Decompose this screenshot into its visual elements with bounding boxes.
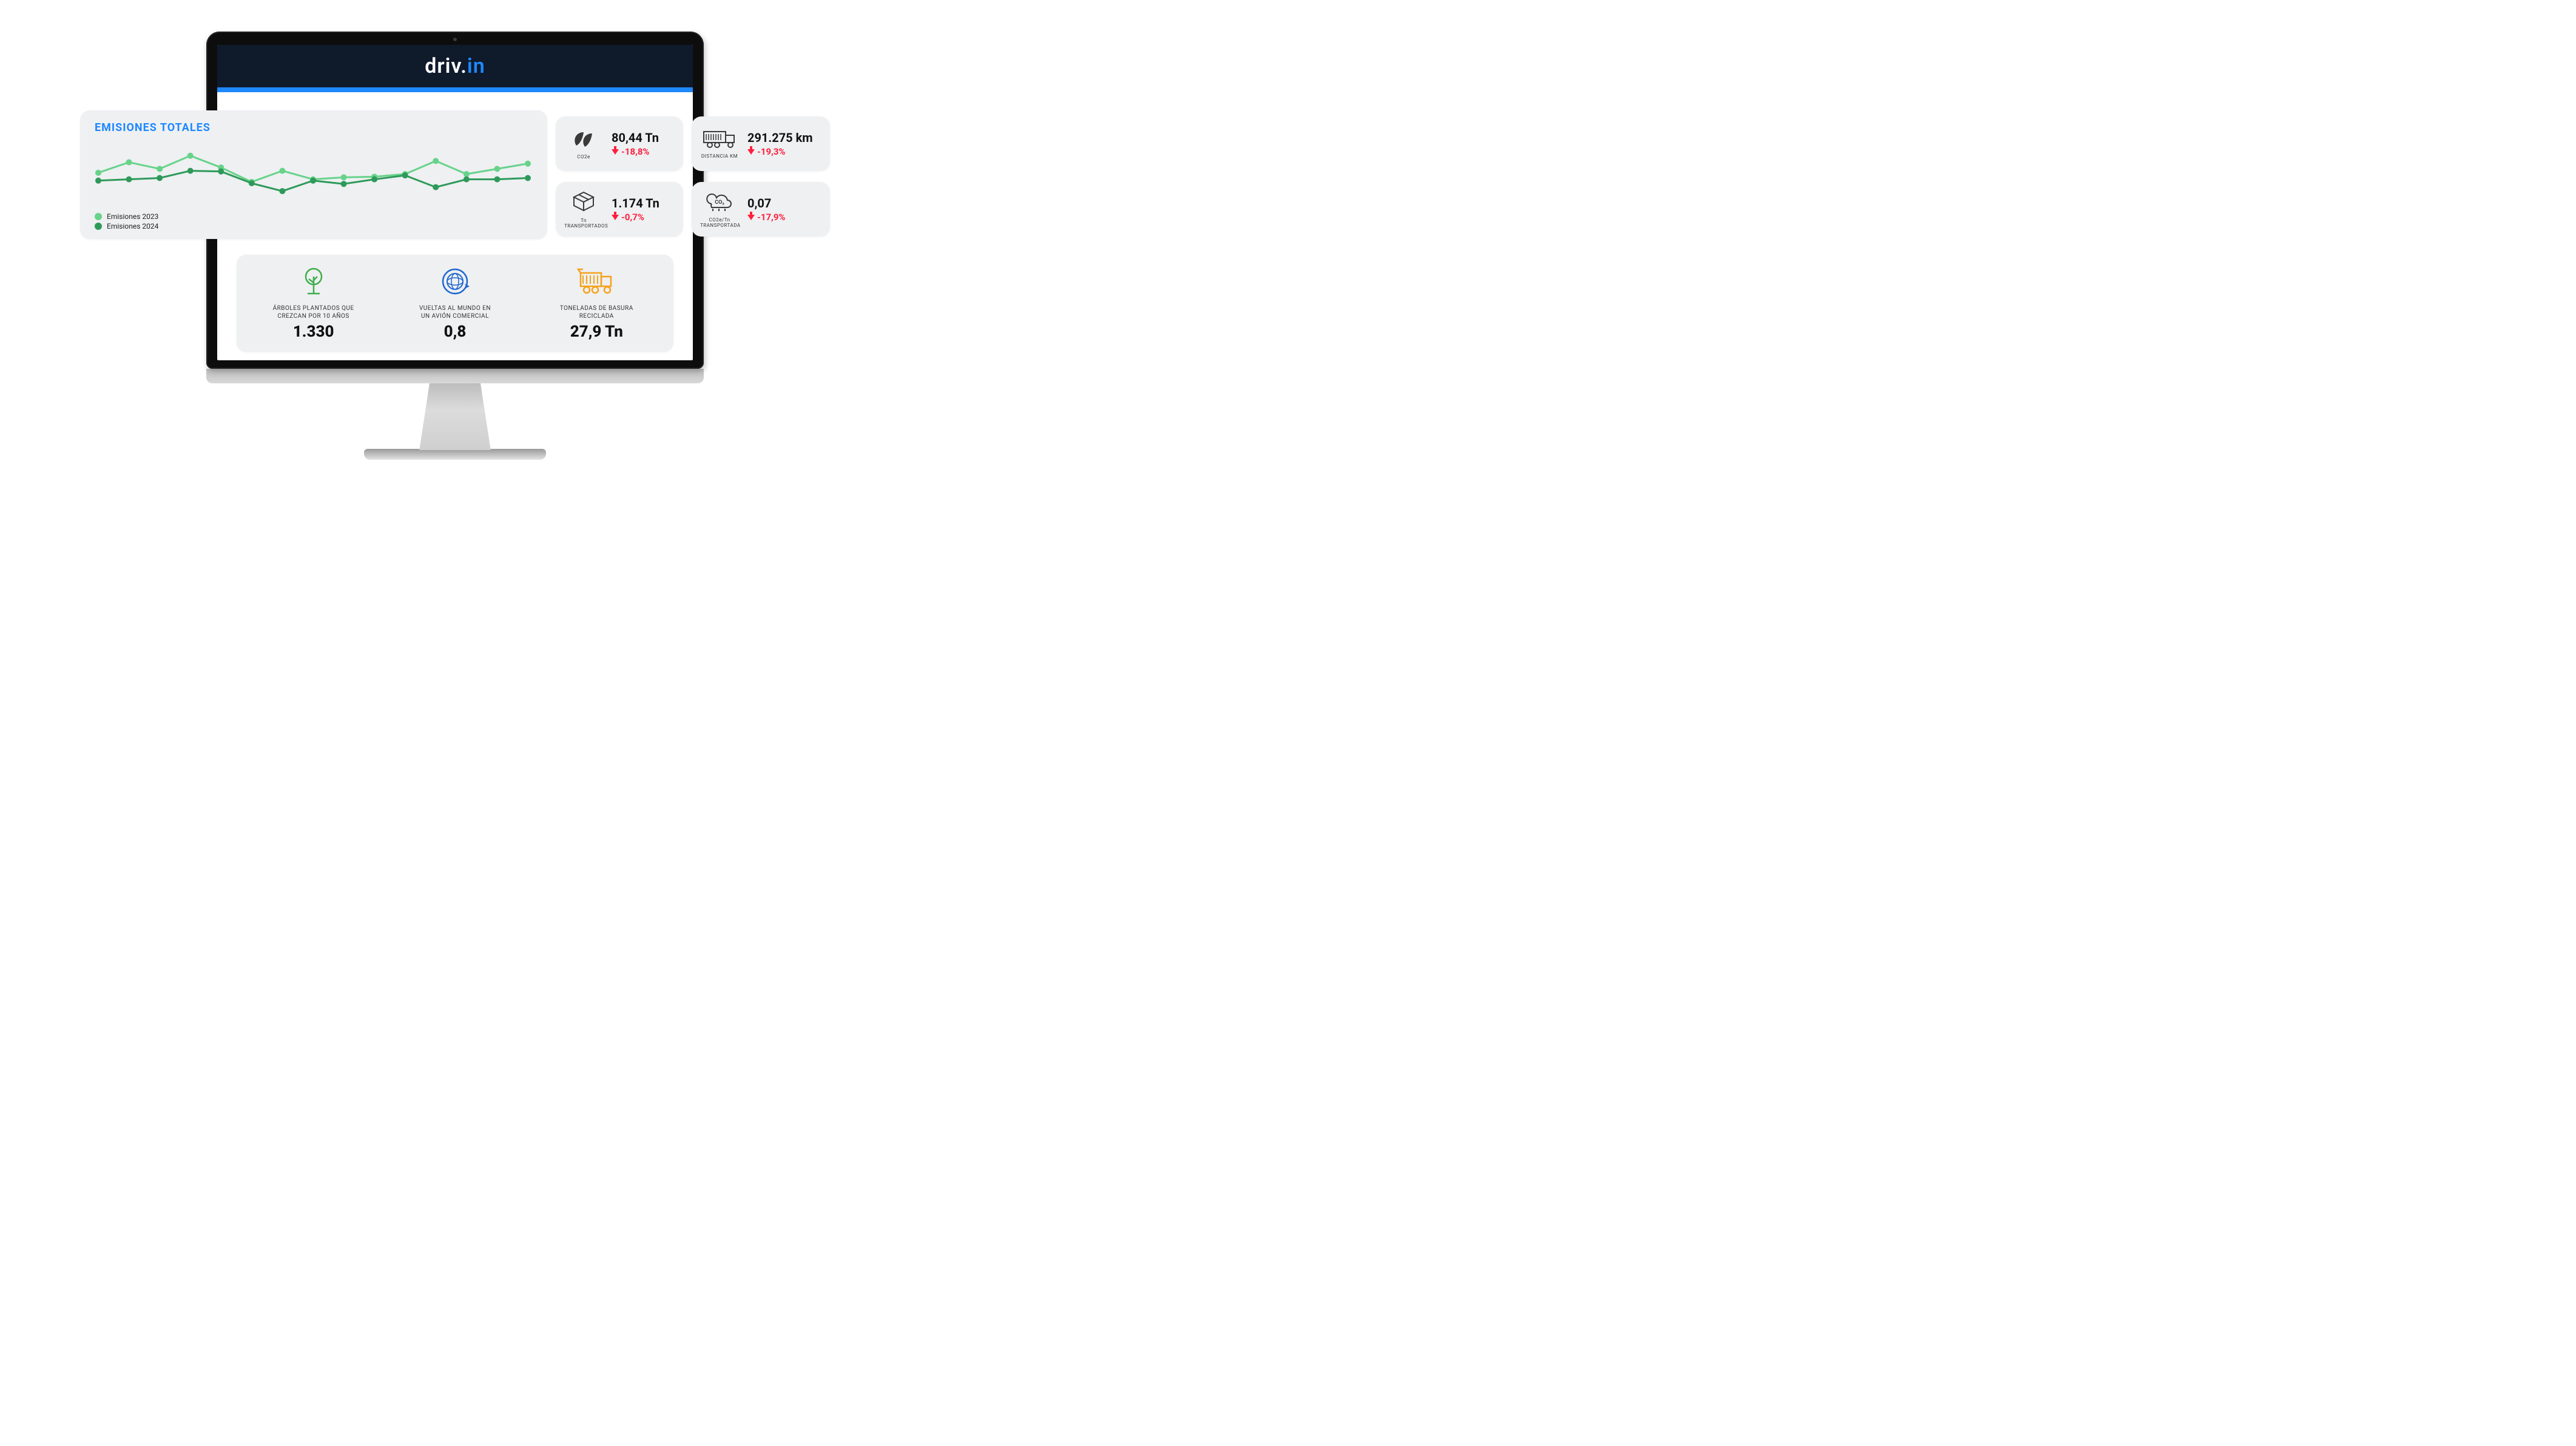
legend-dot-icon — [95, 223, 102, 230]
kpi-card-distance: DISTANCIA KM 291.275 km -19,3% — [692, 116, 830, 171]
kpi-card-transported: Tn TRANSPORTADOS 1.174 Tn -0,7% — [556, 182, 683, 237]
chart-area — [95, 138, 533, 210]
arrow-down-icon — [747, 215, 755, 220]
kpi-delta: -17,9% — [747, 212, 821, 223]
kpi-delta-text: -0,7% — [621, 212, 644, 223]
box-icon — [570, 190, 597, 213]
equivalence-card: ÁRBOLES PLANTADOS QUE CREZCAN POR 10 AÑO… — [237, 255, 673, 352]
stat-value: 0,8 — [394, 323, 516, 341]
kpi-sublabel: DISTANCIA KM — [700, 153, 739, 159]
brand-logo: driv.in — [425, 54, 485, 78]
line-chart — [95, 138, 531, 210]
kpi-delta-text: -19,3% — [757, 146, 786, 157]
arrow-down-icon — [612, 149, 619, 155]
legend-dot-icon — [95, 213, 102, 220]
legend-item-2023: Emisiones 2023 — [95, 212, 158, 221]
monitor-frame: driv.in — [206, 32, 704, 460]
emissions-chart-card: EMISIONES TOTALES Emisiones 2023 Emision… — [80, 110, 547, 239]
chart-legend: Emisiones 2023 Emisiones 2024 — [95, 211, 158, 230]
arrow-down-icon — [747, 149, 755, 155]
kpi-delta: -18,8% — [612, 146, 675, 157]
truck-icon — [703, 129, 737, 149]
kpi-delta: -0,7% — [612, 212, 675, 223]
kpi-delta: -19,3% — [747, 146, 821, 157]
legend-label: Emisiones 2024 — [107, 222, 158, 230]
globe-plane-icon — [439, 266, 471, 297]
cloud-co2-icon: CO₂ — [703, 190, 736, 212]
kpi-value: 1.174 Tn — [612, 196, 675, 210]
stat-label: VUELTAS AL MUNDO EN UN AVIÓN COMERCIAL — [394, 304, 516, 320]
kpi-delta-text: -17,9% — [757, 212, 786, 223]
stat-world-trips: VUELTAS AL MUNDO EN UN AVIÓN COMERCIAL 0… — [394, 266, 516, 341]
kpi-delta-text: -18,8% — [621, 146, 650, 157]
stat-trees: ÁRBOLES PLANTADOS QUE CREZCAN POR 10 AÑO… — [253, 266, 374, 341]
camera-dot — [453, 38, 457, 41]
accent-strip — [217, 87, 693, 92]
kpi-value: 0,07 — [747, 196, 821, 210]
leaf-icon — [570, 129, 597, 149]
kpi-card-co2-per-tn: CO₂ CO2e/Tn TRANSPORTADA 0,07 -17,9% — [692, 182, 830, 237]
brand-prefix: driv. — [425, 54, 467, 78]
kpi-sublabel: Tn TRANSPORTADOS — [564, 218, 603, 229]
legend-item-2024: Emisiones 2024 — [95, 222, 158, 230]
kpi-card-co2e: CO2e 80,44 Tn -18,8% — [556, 116, 683, 171]
kpi-value: 291.275 km — [747, 130, 821, 145]
legend-label: Emisiones 2023 — [107, 212, 158, 221]
chart-title: EMISIONES TOTALES — [95, 121, 533, 134]
kpi-value: 80,44 Tn — [612, 130, 675, 145]
tree-icon — [298, 266, 329, 297]
kpi-sublabel: CO2e — [564, 154, 603, 160]
topbar: driv.in — [217, 45, 693, 87]
stat-value: 27,9 Tn — [536, 323, 657, 341]
brand-suffix: in — [467, 54, 485, 78]
stat-label: TONELADAS DE BASURA RECICLADA — [536, 304, 657, 320]
svg-text:CO₂: CO₂ — [715, 200, 724, 206]
arrow-down-icon — [612, 215, 619, 220]
stat-label: ÁRBOLES PLANTADOS QUE CREZCAN POR 10 AÑO… — [253, 304, 374, 320]
monitor-base — [364, 449, 546, 460]
monitor-chin — [206, 369, 704, 383]
garbage-truck-icon — [577, 266, 616, 297]
monitor-neck — [413, 383, 497, 450]
kpi-sublabel: CO2e/Tn TRANSPORTADA — [700, 217, 739, 228]
stat-recycled: TONELADAS DE BASURA RECICLADA 27,9 Tn — [536, 266, 657, 341]
stat-value: 1.330 — [253, 323, 374, 341]
